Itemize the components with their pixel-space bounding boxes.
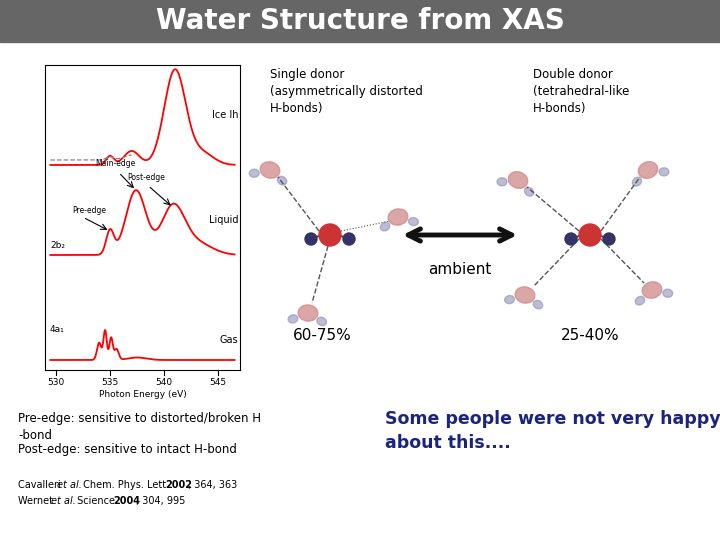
Ellipse shape <box>288 315 298 323</box>
Text: Gas: Gas <box>220 335 238 345</box>
Text: et al.: et al. <box>51 496 76 506</box>
Text: Liquid: Liquid <box>209 215 238 225</box>
Ellipse shape <box>663 289 672 298</box>
Ellipse shape <box>497 178 507 186</box>
Circle shape <box>343 233 355 245</box>
Text: 2004: 2004 <box>113 496 140 506</box>
Ellipse shape <box>642 282 662 298</box>
Text: Post-edge: Post-edge <box>127 173 165 183</box>
Ellipse shape <box>317 317 326 326</box>
Text: Post-edge: sensitive to intact H-bond: Post-edge: sensitive to intact H-bond <box>18 443 237 456</box>
Ellipse shape <box>635 296 644 305</box>
Ellipse shape <box>388 209 408 225</box>
Text: Photon Energy (eV): Photon Energy (eV) <box>99 390 186 399</box>
Ellipse shape <box>277 177 287 185</box>
Text: 530: 530 <box>48 378 65 387</box>
Text: 4a₁: 4a₁ <box>50 326 65 334</box>
Text: Main-edge: Main-edge <box>95 159 135 168</box>
Ellipse shape <box>260 162 280 178</box>
Ellipse shape <box>534 300 543 309</box>
Text: Pre-edge: Pre-edge <box>72 206 106 215</box>
Text: 25-40%: 25-40% <box>561 328 619 343</box>
Bar <box>12 50 250 385</box>
Ellipse shape <box>508 172 528 188</box>
Ellipse shape <box>659 168 669 176</box>
Ellipse shape <box>639 161 657 178</box>
Ellipse shape <box>515 287 535 303</box>
Text: 2002: 2002 <box>165 480 192 490</box>
Text: Ice Ih: Ice Ih <box>212 110 238 120</box>
Text: 540: 540 <box>156 378 173 387</box>
Text: Single donor
(asymmetrically distorted
H-bonds): Single donor (asymmetrically distorted H… <box>270 68 423 115</box>
Text: Wernet: Wernet <box>18 496 56 506</box>
Circle shape <box>319 224 341 246</box>
Ellipse shape <box>249 169 259 177</box>
Text: Cavalleri: Cavalleri <box>18 480 64 490</box>
Text: ambient: ambient <box>428 262 492 277</box>
Text: Chem. Phys. Lett.: Chem. Phys. Lett. <box>80 480 172 490</box>
Text: 545: 545 <box>210 378 227 387</box>
Circle shape <box>565 233 577 245</box>
Text: Double donor
(tetrahedral-like
H-bonds): Double donor (tetrahedral-like H-bonds) <box>533 68 629 115</box>
Text: et al.: et al. <box>57 480 82 490</box>
Ellipse shape <box>380 222 390 231</box>
Bar <box>0 0 720 42</box>
Circle shape <box>603 233 615 245</box>
Ellipse shape <box>632 177 642 186</box>
Text: Science: Science <box>74 496 118 506</box>
Text: , 304, 995: , 304, 995 <box>136 496 185 506</box>
Text: 60-75%: 60-75% <box>292 328 351 343</box>
Ellipse shape <box>505 295 515 303</box>
Text: Some people were not very happy
about this....: Some people were not very happy about th… <box>385 410 720 451</box>
Ellipse shape <box>298 305 318 321</box>
Circle shape <box>579 224 601 246</box>
Circle shape <box>305 233 317 245</box>
Ellipse shape <box>524 187 534 196</box>
Text: Water Structure from XAS: Water Structure from XAS <box>156 7 564 35</box>
Text: 535: 535 <box>102 378 119 387</box>
Text: Pre-edge: sensitive to distorted/broken H
-bond: Pre-edge: sensitive to distorted/broken … <box>18 412 261 442</box>
Text: , 364, 363: , 364, 363 <box>188 480 238 490</box>
Ellipse shape <box>408 218 418 226</box>
Text: 2b₂: 2b₂ <box>50 240 65 249</box>
